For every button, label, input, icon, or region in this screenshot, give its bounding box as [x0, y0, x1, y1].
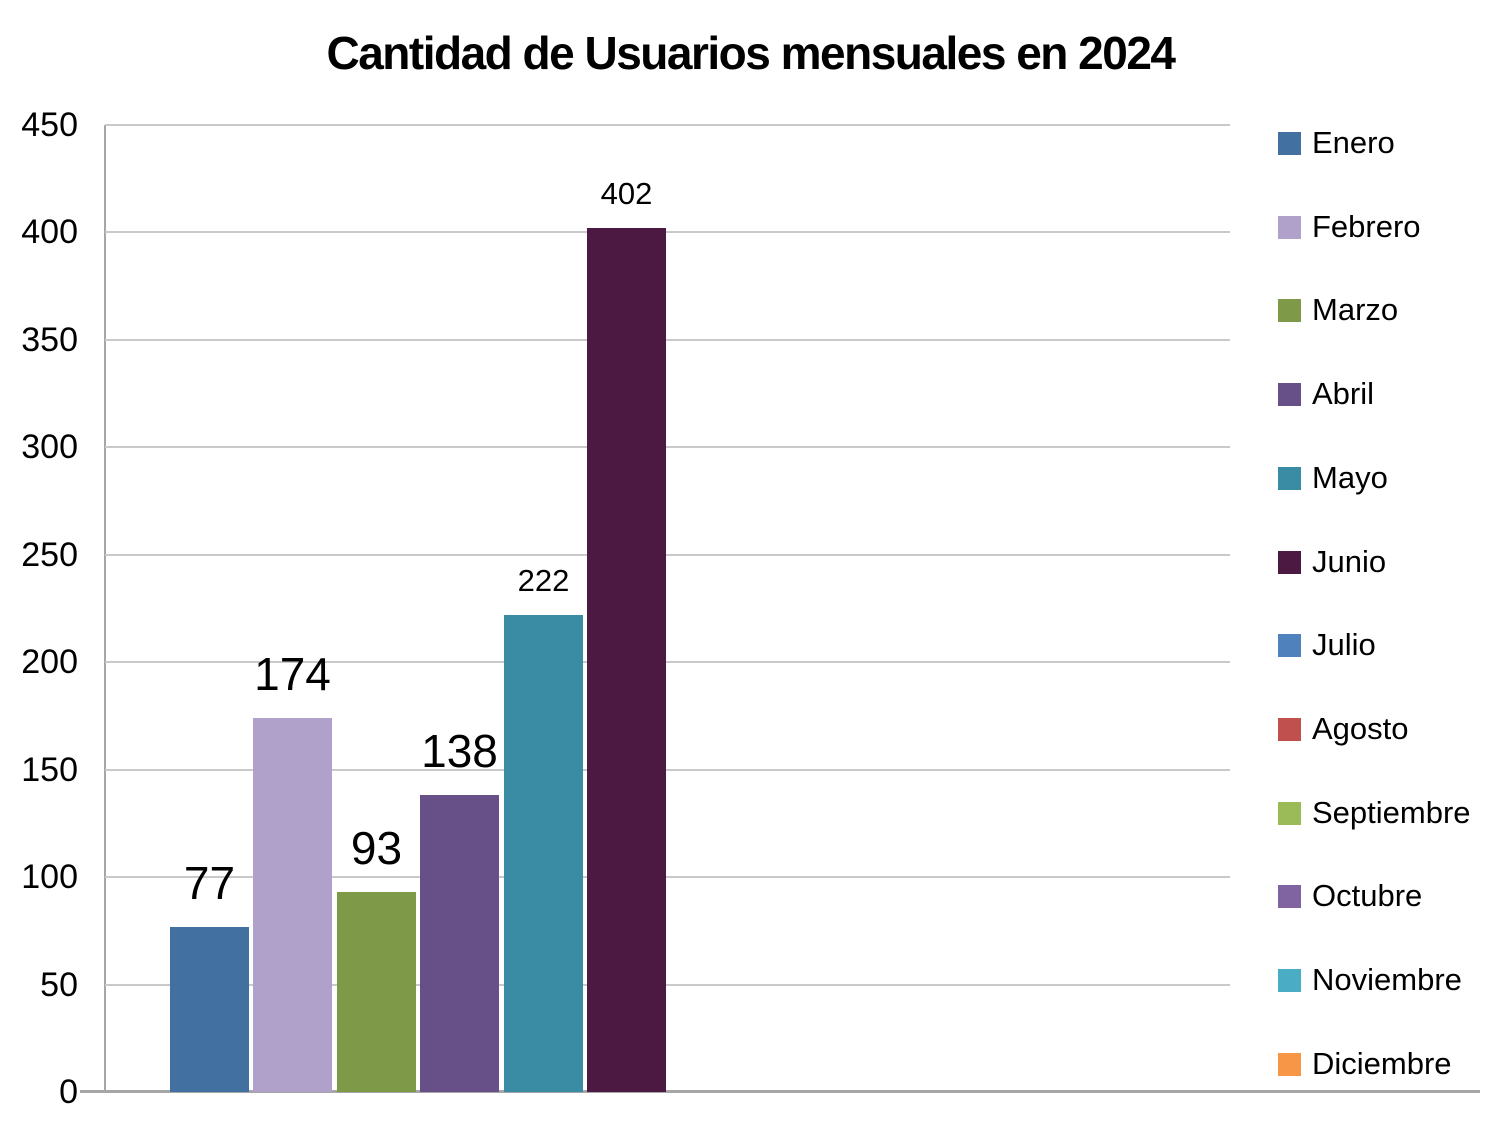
- gridline: [105, 768, 1230, 771]
- legend-label-agosto: Agosto: [1312, 711, 1409, 746]
- legend-item-diciembre: Diciembre: [1278, 1042, 1452, 1086]
- bar-mayo: [504, 615, 583, 1092]
- legend-item-mayo: Mayo: [1278, 456, 1388, 500]
- bar-febrero: [253, 718, 332, 1092]
- legend-item-septiembre: Septiembre: [1278, 791, 1471, 835]
- legend-label-noviembre: Noviembre: [1312, 962, 1462, 997]
- y-axis-line: [104, 125, 106, 1092]
- y-axis-tick-label: 0: [59, 1073, 78, 1111]
- legend-item-agosto: Agosto: [1278, 707, 1409, 751]
- legend-swatch-mayo: [1278, 466, 1301, 490]
- legend-label-enero: Enero: [1312, 125, 1395, 160]
- legend-label-febrero: Febrero: [1312, 209, 1421, 244]
- legend-swatch-julio: [1278, 633, 1301, 657]
- legend-item-julio: Julio: [1278, 623, 1376, 667]
- gridline: [105, 446, 1230, 449]
- legend-swatch-octubre: [1278, 884, 1301, 908]
- y-axis-tick-label: 200: [21, 643, 78, 682]
- gridline: [105, 661, 1230, 664]
- y-axis-tick-label: 150: [21, 750, 78, 789]
- y-axis-tick-label: 250: [21, 535, 78, 574]
- bar-abril: [420, 795, 499, 1092]
- legend-swatch-septiembre: [1278, 801, 1301, 825]
- legend-label-diciembre: Diciembre: [1312, 1046, 1452, 1081]
- legend-item-febrero: Febrero: [1278, 205, 1421, 249]
- bar-value-label-marzo: 93: [350, 822, 403, 874]
- legend-label-octubre: Octubre: [1312, 878, 1423, 913]
- bar-value-label-junio: 402: [600, 176, 653, 211]
- bar-enero: [170, 927, 249, 1092]
- gridline: [105, 338, 1230, 341]
- legend: Enero Febrero Marzo Abril Mayo Junio Julio Agos…: [1278, 0, 1501, 1129]
- y-axis-tick-label: 50: [40, 965, 78, 1004]
- bar-value-label-febrero: 174: [254, 648, 331, 700]
- bar-value-label-mayo: 222: [517, 563, 570, 598]
- legend-item-marzo: Marzo: [1278, 288, 1398, 332]
- legend-item-noviembre: Noviembre: [1278, 958, 1462, 1002]
- legend-label-junio: Junio: [1312, 544, 1387, 579]
- legend-item-enero: Enero: [1278, 121, 1395, 165]
- bar-junio: [587, 228, 666, 1092]
- gridline: [105, 876, 1230, 879]
- y-axis-tick-label: 300: [21, 428, 78, 467]
- chart-title: Cantidad de Usuarios mensuales en 2024: [326, 27, 1176, 79]
- legend-label-julio: Julio: [1312, 627, 1376, 662]
- legend-item-junio: Junio: [1278, 540, 1386, 584]
- legend-swatch-junio: [1278, 550, 1301, 574]
- bar-value-label-enero: 77: [183, 857, 236, 909]
- gridline: [105, 553, 1230, 556]
- bar-value-label-abril: 138: [421, 725, 498, 777]
- legend-label-mayo: Mayo: [1312, 460, 1388, 495]
- legend-item-octubre: Octubre: [1278, 874, 1422, 918]
- legend-item-abril: Abril: [1278, 372, 1374, 416]
- legend-swatch-noviembre: [1278, 968, 1301, 992]
- bar-marzo: [337, 892, 416, 1092]
- gridline: [105, 231, 1230, 234]
- legend-swatch-marzo: [1278, 298, 1301, 322]
- y-axis-tick-label: 350: [21, 320, 78, 359]
- legend-swatch-abril: [1278, 382, 1301, 406]
- y-axis-tick-label: 400: [21, 213, 78, 252]
- y-axis-tick-label: 100: [21, 858, 78, 897]
- legend-swatch-agosto: [1278, 717, 1301, 741]
- legend-swatch-enero: [1278, 131, 1301, 155]
- y-axis-tick-label: 450: [21, 106, 78, 144]
- legend-label-septiembre: Septiembre: [1312, 795, 1471, 830]
- legend-swatch-febrero: [1278, 215, 1301, 239]
- gridline: [105, 124, 1230, 126]
- legend-label-marzo: Marzo: [1312, 292, 1399, 327]
- x-axis-line: [80, 1090, 1480, 1093]
- legend-label-abril: Abril: [1312, 376, 1375, 411]
- gridline: [105, 983, 1230, 986]
- legend-swatch-diciembre: [1278, 1052, 1301, 1076]
